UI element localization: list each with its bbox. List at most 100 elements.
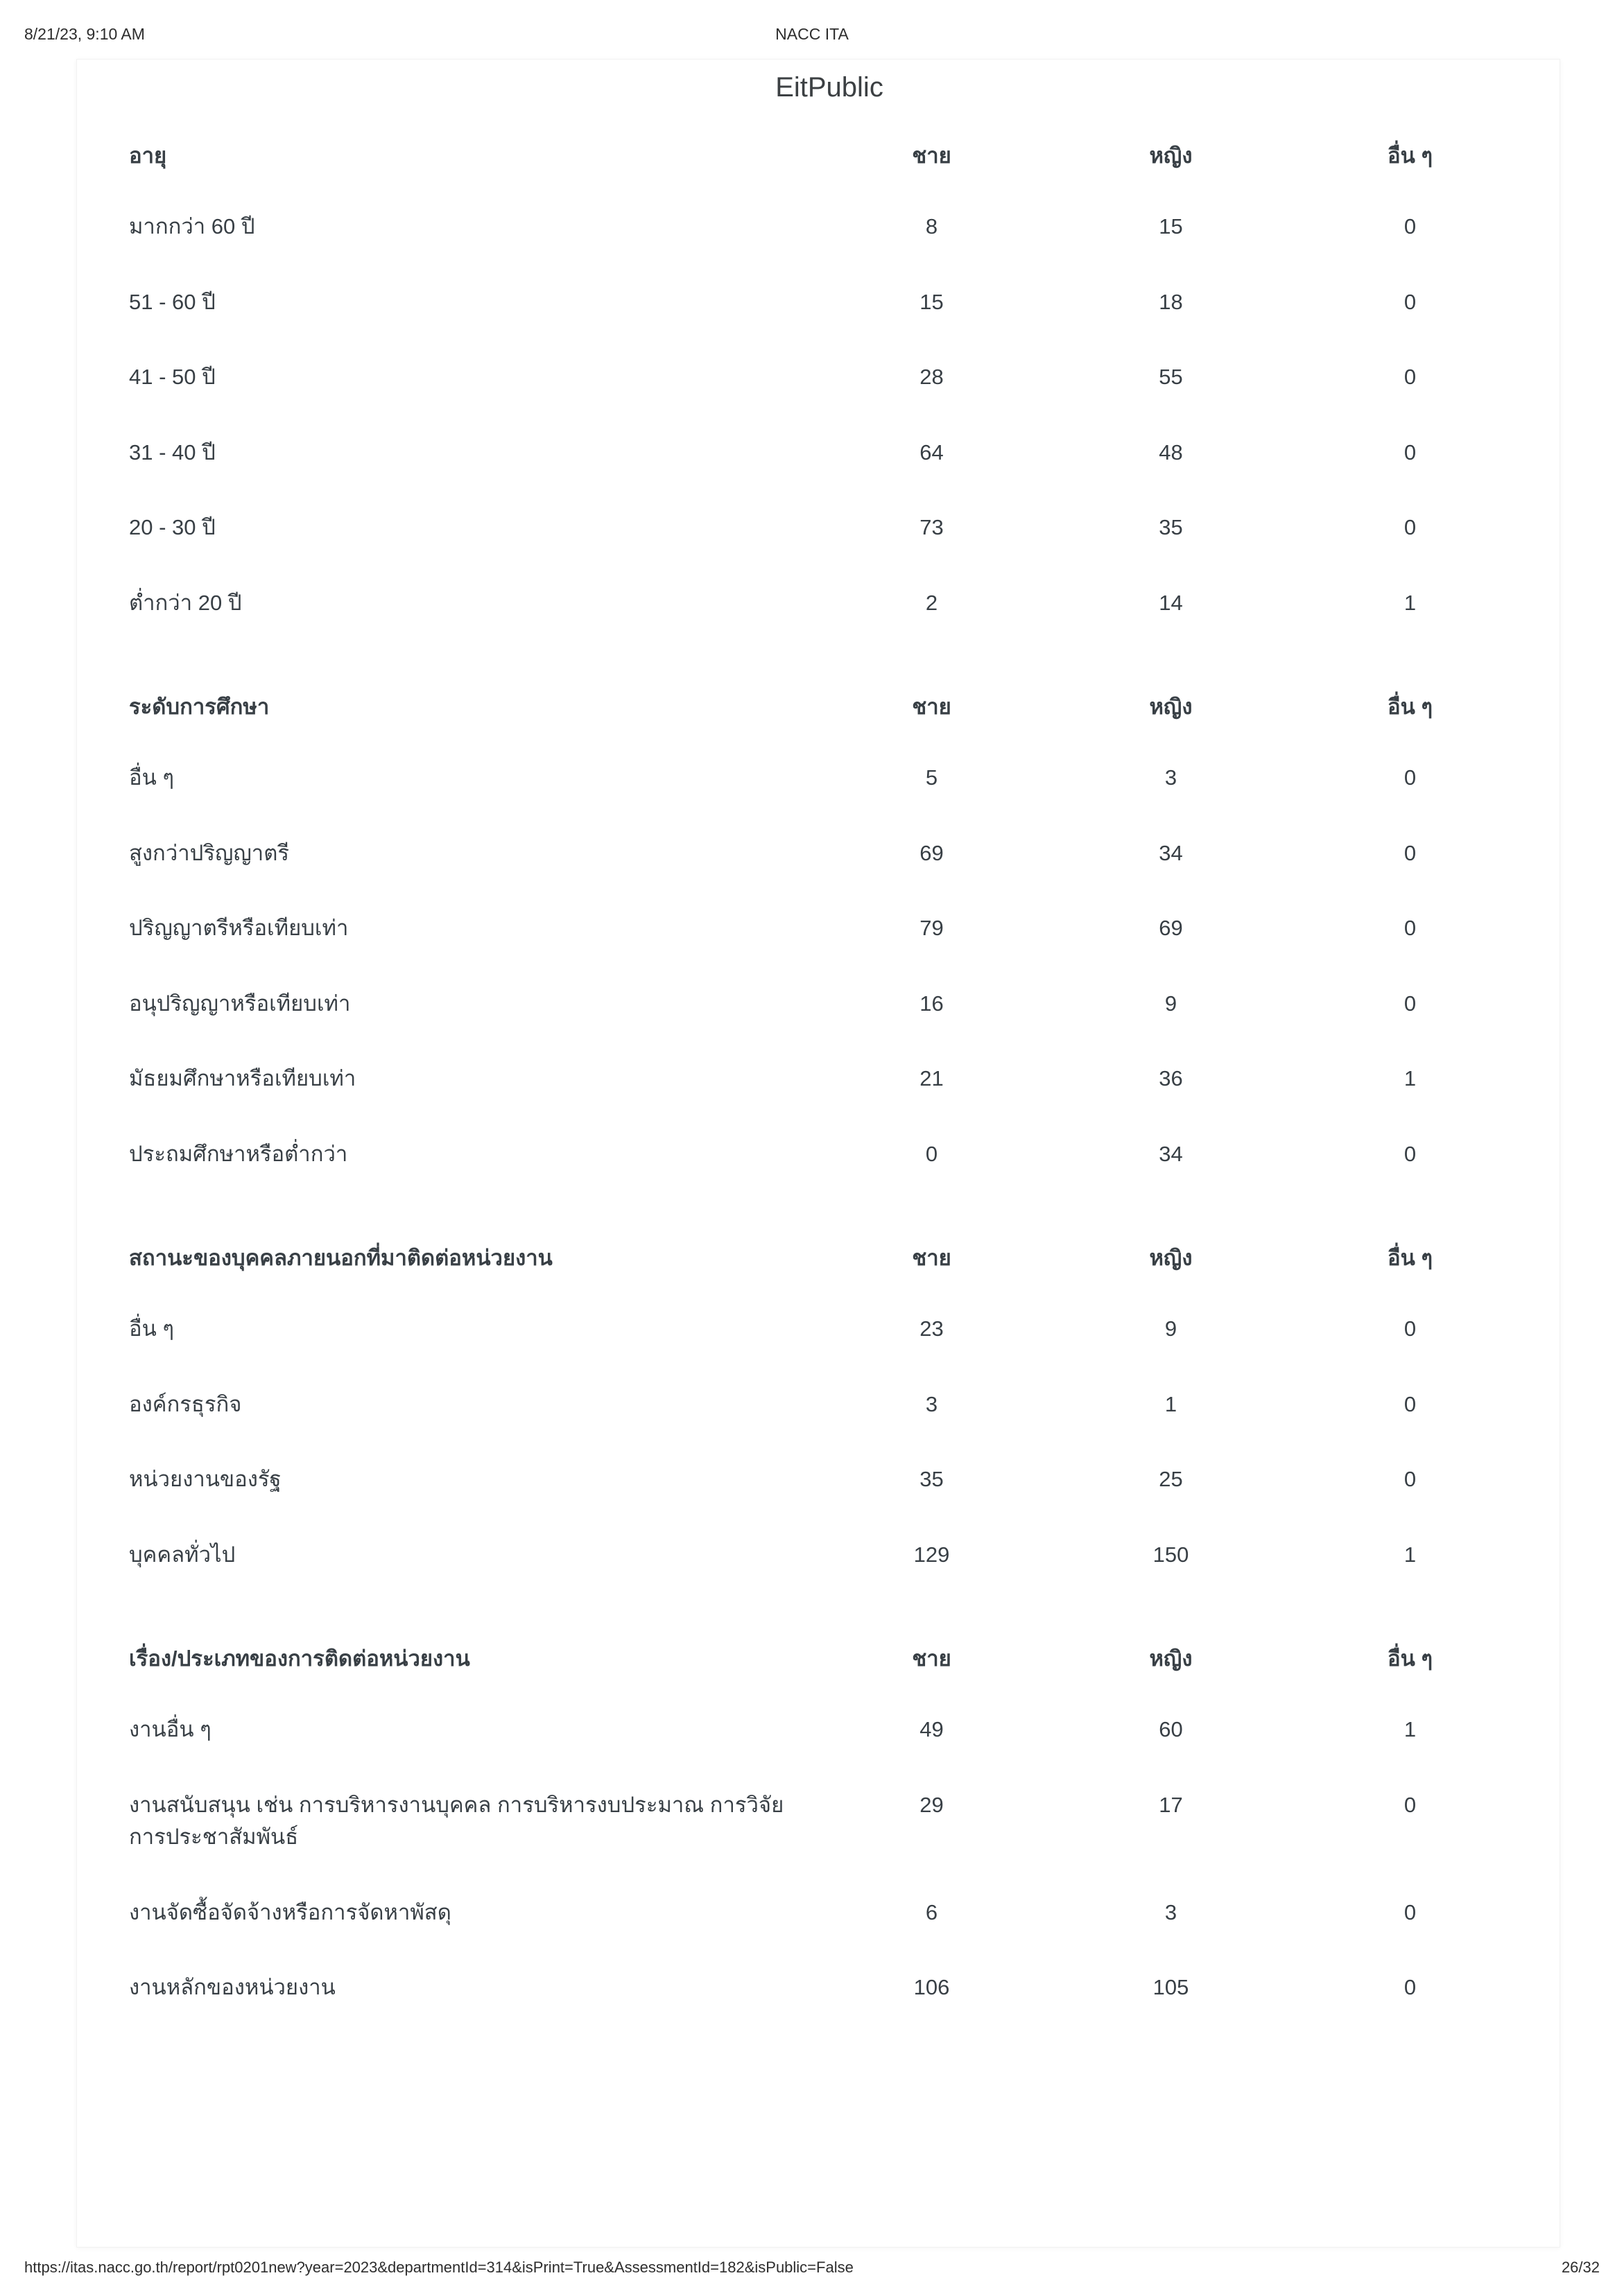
row-label: มัธยมศึกษาหรือเทียบเท่า <box>129 1066 356 1090</box>
row-value: 3 <box>925 1391 938 1416</box>
row-value: 15 <box>919 289 944 314</box>
row-value: 35 <box>919 1467 944 1491</box>
row-value: 28 <box>919 365 944 389</box>
table-row: บุคคลทั่วไป 129 150 1 <box>129 1517 1530 1593</box>
row-value: 0 <box>1403 214 1417 238</box>
column-header-male: ชาย <box>912 1646 951 1671</box>
column-header-other: อื่น ๆ <box>1387 1646 1433 1671</box>
column-header-female: หญิง <box>1149 1646 1193 1671</box>
row-value: 0 <box>1403 916 1417 940</box>
row-value: 0 <box>1403 1975 1417 1999</box>
site-title: NACC ITA <box>775 25 849 43</box>
row-label: 31 - 40 ปี <box>129 440 216 464</box>
row-value: 69 <box>1159 916 1183 940</box>
section-header: อายุ <box>129 144 167 168</box>
row-value: 0 <box>1403 991 1417 1016</box>
row-value: 49 <box>919 1717 944 1741</box>
table-row: งานจัดซื้อจัดจ้างหรือการจัดหาพัสดุ 6 3 0 <box>129 1875 1530 1951</box>
row-label: งานหลักของหน่วยงาน <box>129 1975 336 1999</box>
row-label: 20 - 30 ปี <box>129 515 216 539</box>
row-value: 0 <box>1403 289 1417 314</box>
row-value: 1 <box>1164 1391 1177 1416</box>
column-header-female: หญิง <box>1149 144 1193 168</box>
table-row: มากกว่า 60 ปี 8 15 0 <box>129 189 1530 265</box>
row-value: 5 <box>925 765 938 790</box>
data-table: เรื่อง/ประเภทของการติดต่อหน่วยงาน ชาย หญ… <box>129 1624 1530 2026</box>
row-value: 34 <box>1159 840 1183 865</box>
row-value: 25 <box>1159 1467 1183 1491</box>
row-value: 8 <box>925 214 938 238</box>
row-value: 3 <box>1164 1899 1177 1924</box>
row-value: 35 <box>1159 515 1183 539</box>
row-value: 0 <box>1403 1792 1417 1817</box>
table-header-row: เรื่อง/ประเภทของการติดต่อหน่วยงาน ชาย หญ… <box>129 1624 1530 1692</box>
row-value: 1 <box>1403 1542 1417 1567</box>
row-value: 0 <box>1403 765 1417 790</box>
row-label: 41 - 50 ปี <box>129 365 216 389</box>
row-label: ประถมศึกษาหรือต่ำกว่า <box>129 1141 348 1166</box>
row-label: ปริญญาตรีหรือเทียบเท่า <box>129 916 349 940</box>
row-label: งานอื่น ๆ <box>129 1717 211 1741</box>
table-rows: มากกว่า 60 ปี 8 15 0 51 - 60 ปี 15 18 0 41 - 50 … <box>129 189 1530 641</box>
row-value: 0 <box>1403 515 1417 539</box>
table-rows: งานอื่น ๆ 49 60 1 งานสนับสนุน เช่น การบริหาร… <box>129 1692 1530 2026</box>
table-row: ต่ำกว่า 20 ปี 2 14 1 <box>129 566 1530 641</box>
row-label: หน่วยงานของรัฐ <box>129 1467 282 1491</box>
footer-url: https://itas.nacc.go.th/report/rpt0201ne… <box>24 2259 854 2276</box>
table-row: งานอื่น ๆ 49 60 1 <box>129 1692 1530 1768</box>
column-header-male: ชาย <box>912 1246 951 1270</box>
row-value: 0 <box>1403 1141 1417 1166</box>
row-value: 1 <box>1403 1717 1417 1741</box>
table-row: มัธยมศึกษาหรือเทียบเท่า 21 36 1 <box>129 1041 1530 1117</box>
row-value: 150 <box>1152 1542 1189 1567</box>
row-label: อื่น ๆ <box>129 1316 175 1341</box>
column-header-female: หญิง <box>1149 1246 1193 1270</box>
row-value: 55 <box>1159 365 1183 389</box>
row-value: 64 <box>919 440 944 464</box>
row-value: 0 <box>925 1141 938 1166</box>
row-value: 48 <box>1159 440 1183 464</box>
row-value: 0 <box>1403 1467 1417 1491</box>
row-value: 9 <box>1164 1316 1177 1341</box>
tables: อายุ ชาย หญิง อื่น ๆ มากกว่า 60 ปี 8 15 0 51… <box>129 121 1530 2026</box>
row-value: 69 <box>919 840 944 865</box>
table-row: อื่น ๆ 23 9 0 <box>129 1292 1530 1367</box>
row-value: 0 <box>1403 840 1417 865</box>
row-value: 106 <box>913 1975 950 1999</box>
column-header-male: ชาย <box>912 695 951 719</box>
row-label: มากกว่า 60 ปี <box>129 214 255 238</box>
row-label: 51 - 60 ปี <box>129 289 216 314</box>
row-value: 21 <box>919 1066 944 1090</box>
table-row: 51 - 60 ปี 15 18 0 <box>129 265 1530 340</box>
row-value: 14 <box>1159 590 1183 615</box>
column-header-male: ชาย <box>912 144 951 168</box>
row-value: 0 <box>1403 440 1417 464</box>
row-label: ต่ำกว่า 20 ปี <box>129 590 242 615</box>
row-value: 17 <box>1159 1792 1183 1817</box>
row-label: งานจัดซื้อจัดจ้างหรือการจัดหาพัสดุ <box>129 1899 451 1924</box>
table-row: 31 - 40 ปี 64 48 0 <box>129 415 1530 491</box>
table-row: ปริญญาตรีหรือเทียบเท่า 79 69 0 <box>129 891 1530 966</box>
row-value: 2 <box>925 590 938 615</box>
row-label: งานสนับสนุน เช่น การบริหารงานบุคคล การบร… <box>129 1792 784 1850</box>
table-rows: อื่น ๆ 5 3 0 สูงกว่าปริญญาตรี 69 34 0 ปริญญาตรีห… <box>129 740 1530 1192</box>
row-value: 0 <box>1403 1899 1417 1924</box>
row-value: 79 <box>919 916 944 940</box>
row-value: 73 <box>919 515 944 539</box>
row-value: 1 <box>1403 590 1417 615</box>
row-value: 9 <box>1164 991 1177 1016</box>
row-label: องค์กรธุรกิจ <box>129 1391 242 1416</box>
row-value: 129 <box>913 1542 950 1567</box>
row-value: 29 <box>919 1792 944 1817</box>
page-number: 26/32 <box>1561 2259 1600 2276</box>
row-value: 60 <box>1159 1717 1183 1741</box>
print-footer: https://itas.nacc.go.th/report/rpt0201ne… <box>24 2256 1600 2277</box>
table-row: งานหลักของหน่วยงาน 106 105 0 <box>129 1950 1530 2026</box>
row-label: อื่น ๆ <box>129 765 175 790</box>
print-header: 8/21/23, 9:10 AM NACC ITA <box>24 25 1600 49</box>
table-row: 41 - 50 ปี 28 55 0 <box>129 340 1530 415</box>
table-header-row: ระดับการศึกษา ชาย หญิง อื่น ๆ <box>129 672 1530 740</box>
table-rows: อื่น ๆ 23 9 0 องค์กรธุรกิจ 3 1 0 หน่วยงานของรัฐ 3… <box>129 1292 1530 1592</box>
section-header: เรื่อง/ประเภทของการติดต่อหน่วยงาน <box>129 1646 470 1671</box>
